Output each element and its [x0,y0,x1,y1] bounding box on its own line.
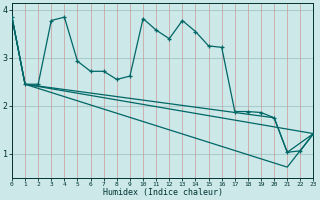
X-axis label: Humidex (Indice chaleur): Humidex (Indice chaleur) [103,188,223,197]
